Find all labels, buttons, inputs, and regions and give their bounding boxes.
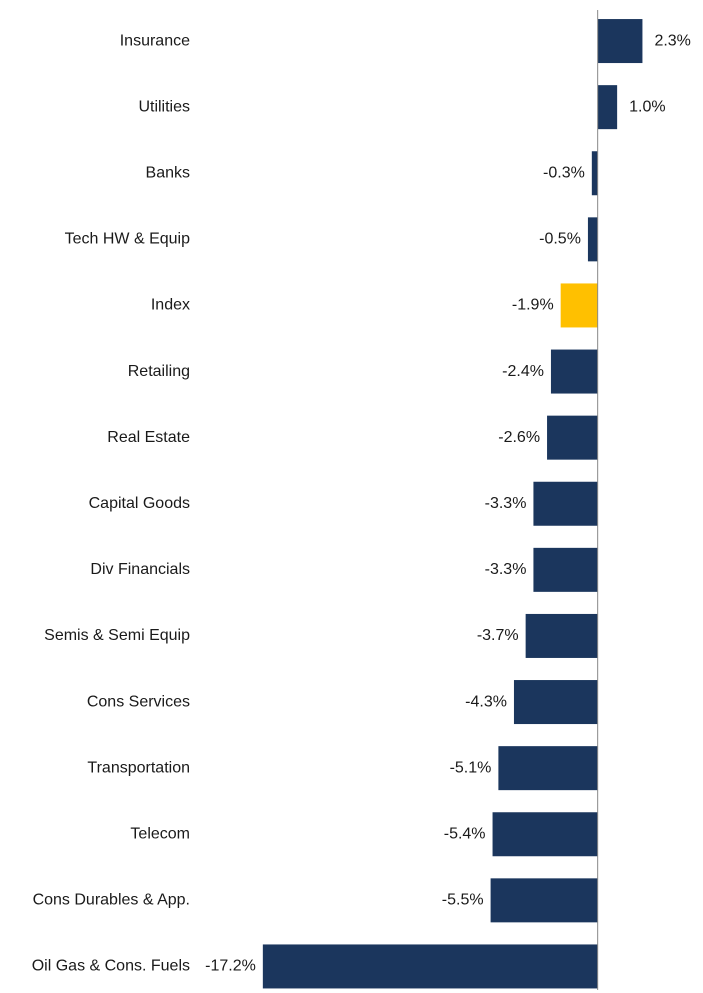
- category-label: Banks: [146, 164, 190, 181]
- category-label: Retailing: [128, 363, 190, 380]
- bar: [533, 547, 598, 592]
- bar: [547, 415, 598, 460]
- bar: [560, 283, 598, 328]
- category-label: Tech HW & Equip: [65, 231, 190, 248]
- value-label: -17.2%: [205, 958, 256, 975]
- bar: [513, 680, 598, 725]
- category-label: Cons Services: [87, 693, 190, 710]
- category-label: Oil Gas & Cons. Fuels: [32, 958, 190, 975]
- value-label: -0.5%: [539, 231, 581, 248]
- category-label: Index: [151, 297, 190, 314]
- bar: [262, 944, 598, 989]
- bar: [587, 217, 598, 262]
- category-label: Semis & Semi Equip: [44, 627, 190, 644]
- bar: [492, 812, 598, 857]
- value-label: -5.5%: [442, 892, 484, 909]
- value-label: -1.9%: [512, 297, 554, 314]
- bar: [597, 19, 643, 64]
- value-label: -5.4%: [444, 825, 486, 842]
- category-label: Capital Goods: [89, 495, 190, 512]
- category-label: Transportation: [87, 759, 190, 776]
- value-label: -5.1%: [450, 759, 492, 776]
- bar: [597, 85, 618, 130]
- category-label: Div Financials: [90, 561, 190, 578]
- value-label: 1.0%: [629, 98, 665, 115]
- category-label: Cons Durables & App.: [33, 892, 190, 909]
- category-label: Utilities: [138, 98, 190, 115]
- category-label: Insurance: [120, 32, 190, 49]
- value-label: 2.3%: [654, 32, 690, 49]
- value-label: -3.7%: [477, 627, 519, 644]
- value-label: -0.3%: [543, 164, 585, 181]
- value-label: -2.6%: [498, 429, 540, 446]
- bar: [498, 746, 598, 791]
- category-label: Real Estate: [107, 429, 190, 446]
- value-label: -4.3%: [465, 693, 507, 710]
- bar: [591, 151, 598, 196]
- value-label: -3.3%: [485, 561, 527, 578]
- value-label: -2.4%: [502, 363, 544, 380]
- bar: [490, 878, 598, 923]
- category-label: Telecom: [130, 825, 190, 842]
- value-label: -3.3%: [485, 495, 527, 512]
- bar: [550, 349, 598, 394]
- bar: [533, 481, 598, 526]
- bar: [525, 613, 598, 658]
